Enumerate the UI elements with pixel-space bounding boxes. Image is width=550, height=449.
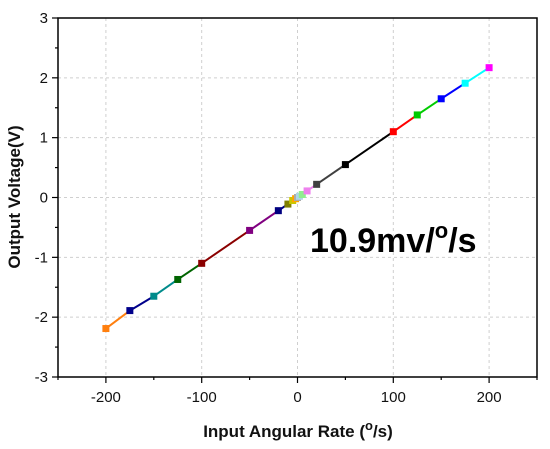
data-point: [313, 180, 321, 188]
line-segment: [392, 114, 418, 133]
annotation-unit: /s: [448, 222, 476, 260]
data-point: [413, 111, 421, 119]
x-axis-title: Input Angular Rate (o/s): [203, 418, 393, 441]
x-axis-title-sup: o: [365, 418, 373, 433]
x-tick-label: -200: [91, 389, 121, 406]
y-tick-label: -1: [35, 249, 48, 266]
x-axis-title-unit: /s): [373, 422, 393, 441]
data-point: [198, 259, 206, 267]
y-tick-label: 1: [40, 130, 48, 147]
x-tick-label: 0: [293, 389, 301, 406]
x-tick-label: -100: [187, 389, 217, 406]
data-point: [341, 161, 349, 169]
data-point: [303, 187, 311, 195]
line-segment: [201, 229, 251, 265]
y-tick-label: 2: [40, 70, 48, 87]
annotation-text: 10.9mv/: [310, 222, 435, 260]
y-tick-label: -3: [35, 369, 48, 386]
y-tick-labels: -3 -2 -1 0 1 2 3: [35, 10, 48, 386]
data-point: [485, 64, 493, 72]
line-segment: [464, 66, 490, 85]
data-point: [150, 292, 158, 300]
line-segment: [105, 309, 131, 330]
x-tick-labels: -200 -100 0 100 200: [91, 389, 502, 406]
data-point: [274, 207, 282, 215]
y-axis-title: Output Voltage(V): [5, 125, 24, 268]
y-tick-label: 3: [40, 10, 48, 27]
line-segment: [316, 163, 346, 186]
x-tick-label: 200: [477, 389, 502, 406]
data-point: [284, 200, 292, 208]
data-point: [174, 275, 182, 283]
x-tick-label: 100: [381, 389, 406, 406]
data-point: [389, 128, 397, 136]
line-segment: [440, 82, 466, 100]
line-segment: [177, 262, 203, 281]
annotation-degree-sup: o: [435, 218, 448, 243]
y-tick-label: 0: [40, 190, 48, 207]
data-markers: [102, 64, 493, 333]
line-segment: [249, 209, 279, 232]
data-point: [298, 191, 306, 199]
data-point: [437, 95, 445, 103]
slope-annotation: 10.9mv/o/s: [310, 218, 477, 260]
line-segment: [416, 97, 442, 116]
x-axis-title-text: Input Angular Rate (: [203, 422, 365, 441]
line-segment: [153, 278, 179, 298]
data-point: [246, 226, 254, 234]
line-segment: [344, 130, 394, 166]
data-point: [102, 325, 110, 333]
data-point: [126, 307, 134, 315]
y-tick-label: -2: [35, 309, 48, 326]
data-point: [461, 79, 469, 87]
axis-ticks: [52, 17, 538, 383]
line-segment: [129, 295, 155, 312]
